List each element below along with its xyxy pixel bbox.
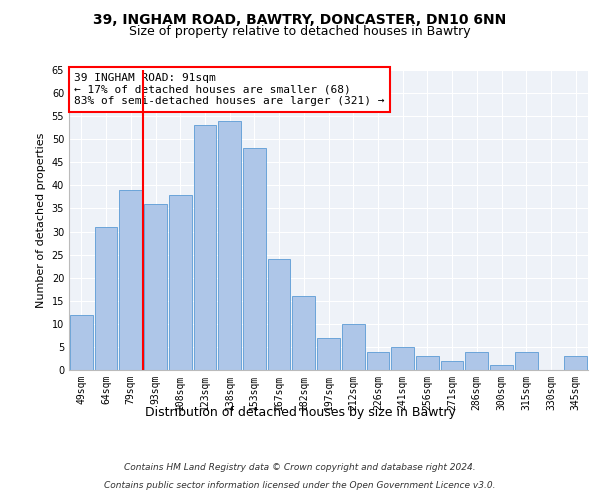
Text: Distribution of detached houses by size in Bawtry: Distribution of detached houses by size … — [145, 406, 455, 419]
Bar — [243, 148, 266, 370]
Bar — [490, 366, 513, 370]
Bar — [515, 352, 538, 370]
Bar — [95, 227, 118, 370]
Bar — [342, 324, 365, 370]
Bar — [194, 126, 216, 370]
Bar — [317, 338, 340, 370]
Bar — [391, 347, 414, 370]
Bar — [70, 314, 93, 370]
Bar — [441, 361, 463, 370]
Text: Contains public sector information licensed under the Open Government Licence v3: Contains public sector information licen… — [104, 480, 496, 490]
Text: Size of property relative to detached houses in Bawtry: Size of property relative to detached ho… — [129, 25, 471, 38]
Bar — [169, 194, 191, 370]
Bar — [144, 204, 167, 370]
Bar — [268, 259, 290, 370]
Y-axis label: Number of detached properties: Number of detached properties — [36, 132, 46, 308]
Bar — [416, 356, 439, 370]
Bar — [466, 352, 488, 370]
Bar — [218, 121, 241, 370]
Bar — [367, 352, 389, 370]
Text: Contains HM Land Registry data © Crown copyright and database right 2024.: Contains HM Land Registry data © Crown c… — [124, 463, 476, 472]
Bar — [564, 356, 587, 370]
Bar — [292, 296, 315, 370]
Text: 39 INGHAM ROAD: 91sqm
← 17% of detached houses are smaller (68)
83% of semi-deta: 39 INGHAM ROAD: 91sqm ← 17% of detached … — [74, 73, 385, 106]
Text: 39, INGHAM ROAD, BAWTRY, DONCASTER, DN10 6NN: 39, INGHAM ROAD, BAWTRY, DONCASTER, DN10… — [94, 12, 506, 26]
Bar — [119, 190, 142, 370]
